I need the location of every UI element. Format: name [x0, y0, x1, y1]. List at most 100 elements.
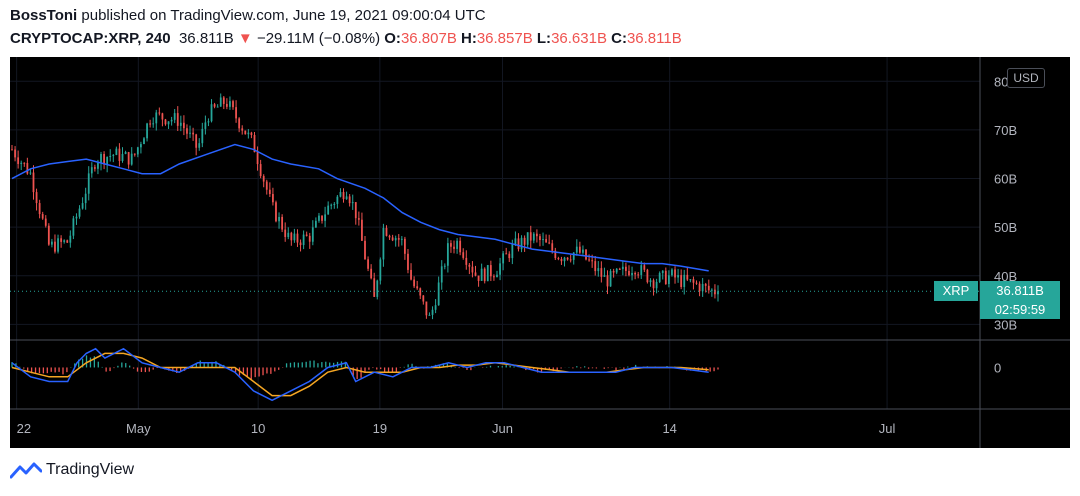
candle: [265, 179, 268, 195]
candle: [354, 202, 357, 225]
candle: [600, 261, 603, 283]
candle: [443, 263, 446, 270]
price-tag-countdown: 02:59:59: [980, 300, 1060, 320]
candle: [256, 146, 259, 171]
candle: [477, 275, 480, 287]
candle: [582, 245, 584, 255]
candle: [400, 236, 403, 246]
candle: [14, 146, 16, 162]
price-tag: XRP 36.811B 02:59:59: [934, 281, 1060, 320]
candle: [631, 266, 633, 281]
candle: [204, 115, 207, 135]
candle: [124, 150, 127, 155]
x-tick-label: 22: [17, 421, 31, 436]
chart-frame[interactable]: 22 May 10 19 Jun 14 Jul 80B 70B 60B 50B 40B 30B 0 USD…: [10, 57, 1070, 448]
candle: [275, 200, 277, 223]
candle: [508, 251, 511, 263]
candle: [272, 187, 274, 206]
candle: [637, 271, 640, 279]
macd-line: [11, 347, 709, 402]
published-text: published on TradingView.com, June 19, 2…: [77, 7, 486, 24]
candle: [588, 254, 590, 262]
candle: [66, 239, 69, 244]
candle: [459, 237, 462, 256]
candle: [299, 239, 302, 252]
candle: [75, 213, 78, 225]
candle: [671, 268, 673, 277]
candle: [450, 240, 452, 253]
candle: [585, 249, 587, 261]
candle: [625, 262, 627, 277]
osc-zero-label: 0: [994, 360, 1001, 375]
candle: [667, 270, 670, 288]
candle: [229, 96, 231, 110]
candle: [305, 231, 308, 237]
candle: [78, 205, 81, 219]
low-value: 36.631B: [551, 30, 607, 47]
candle: [201, 122, 204, 148]
candle: [548, 234, 551, 245]
candle: [468, 262, 471, 275]
y-tick-label: 60B: [994, 172, 1017, 187]
candle: [210, 99, 213, 123]
candle: [532, 232, 535, 244]
candle: [345, 191, 348, 200]
candle: [578, 241, 581, 254]
brand-name: TradingView: [46, 461, 135, 478]
candle: [677, 268, 679, 283]
close-label: C:: [611, 30, 627, 47]
candle: [81, 197, 84, 210]
candle: [302, 230, 305, 250]
candle: [179, 115, 182, 132]
candle: [489, 260, 492, 282]
candle: [173, 108, 176, 124]
candle: [434, 299, 437, 314]
symbol-interval[interactable]: CRYPTOCAP:XRP, 240: [10, 30, 171, 47]
currency-button[interactable]: USD: [1007, 68, 1045, 88]
candle: [192, 127, 195, 141]
x-tick-label: Jul: [879, 421, 896, 436]
candle: [545, 234, 548, 243]
candle: [100, 151, 102, 171]
candle: [517, 233, 520, 252]
candle: [339, 188, 342, 198]
high-value: 36.857B: [476, 30, 533, 47]
candle: [186, 124, 188, 140]
change-down-icon: ▼: [237, 30, 253, 47]
candle: [219, 93, 222, 107]
candle: [182, 115, 185, 136]
candle: [93, 164, 96, 172]
candle: [333, 202, 336, 209]
y-tick-label: 70B: [994, 123, 1017, 138]
candle: [330, 203, 333, 210]
candle: [213, 102, 216, 109]
x-tick-label: 14: [662, 421, 676, 436]
candle: [133, 153, 136, 157]
candle: [130, 147, 133, 166]
candle: [496, 270, 498, 278]
candle: [695, 280, 698, 285]
candle: [560, 256, 563, 265]
y-tick-label: 30B: [994, 317, 1017, 332]
candle: [155, 109, 158, 131]
candle: [502, 251, 505, 271]
candle: [167, 121, 170, 129]
candle: [526, 232, 529, 248]
candle: [410, 263, 412, 281]
candle: [164, 118, 167, 126]
candle: [241, 125, 244, 135]
candle: [351, 194, 354, 210]
candle: [683, 269, 686, 295]
author-name[interactable]: BossToni: [10, 7, 78, 24]
candle: [235, 100, 237, 123]
candle: [189, 125, 191, 138]
candle: [499, 257, 501, 281]
candle: [72, 215, 75, 240]
candle: [539, 233, 541, 247]
candle: [293, 228, 296, 243]
candle: [612, 268, 615, 278]
candle: [244, 130, 247, 135]
candle: [646, 268, 649, 284]
candle: [462, 248, 465, 260]
